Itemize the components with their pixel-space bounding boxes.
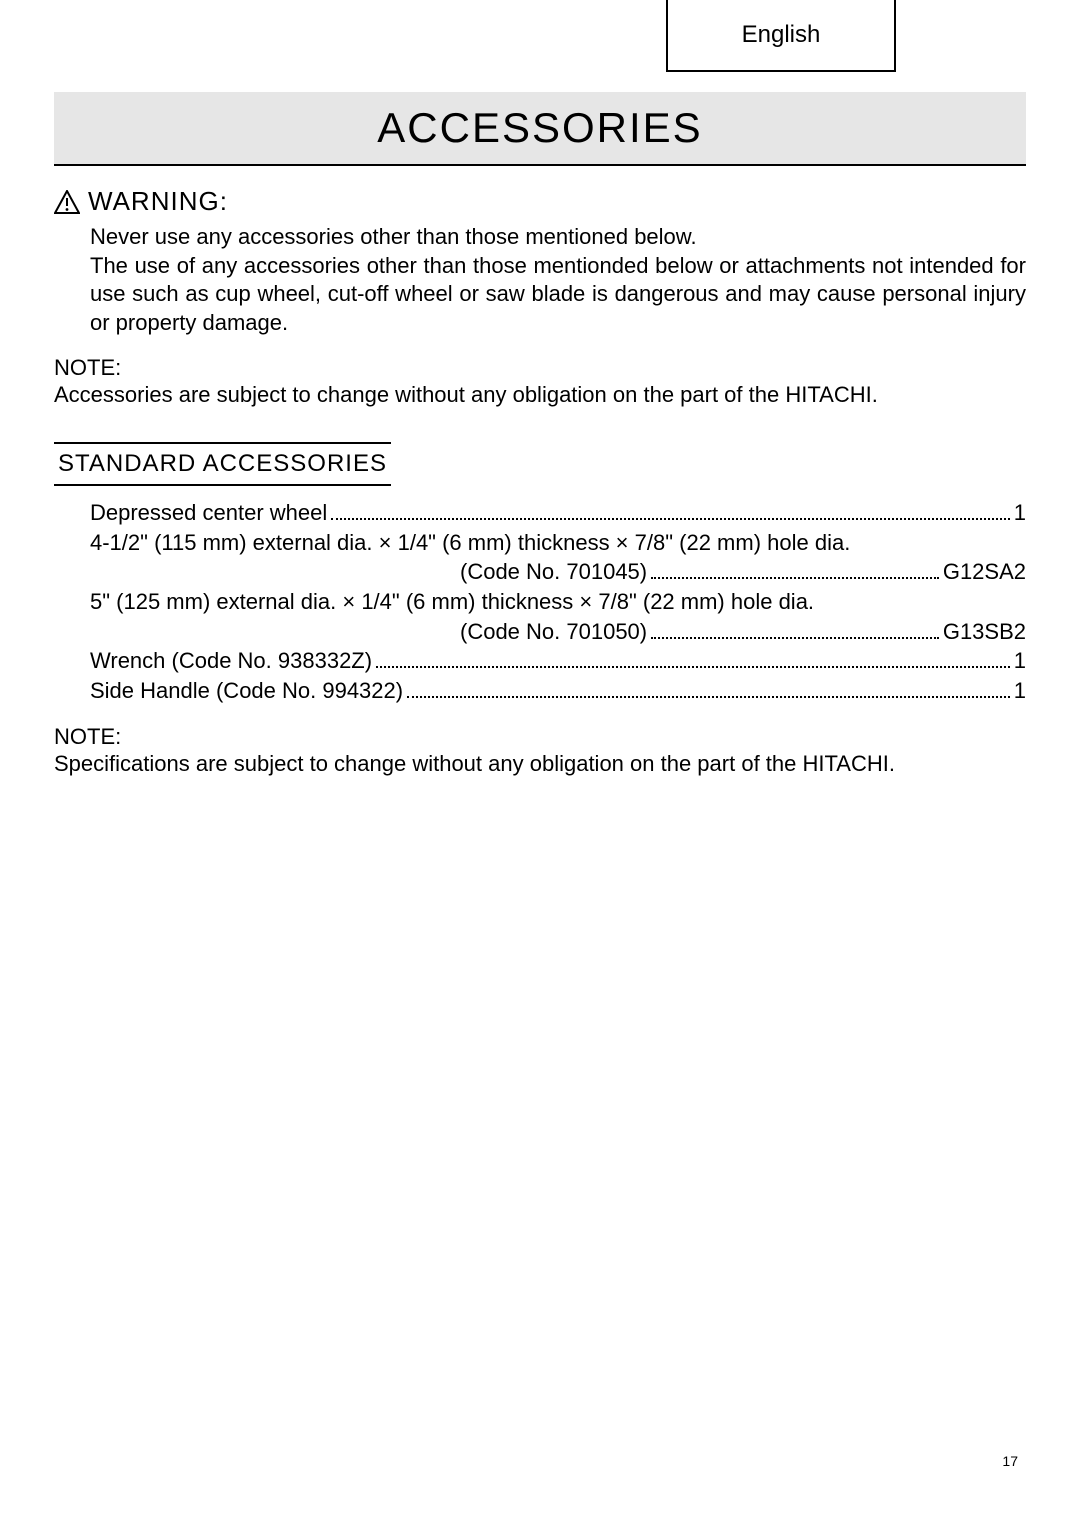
leader-dots [331, 498, 1010, 520]
model-code: G12SA2 [943, 557, 1026, 587]
item-qty: 1 [1014, 498, 1026, 528]
item-qty: 1 [1014, 646, 1026, 676]
item-label: Wrench (Code No. 938332Z) [90, 646, 372, 676]
warning-body: Never use any accessories other than tho… [90, 223, 1026, 337]
list-item: Side Handle (Code No. 994322) 1 [90, 676, 1026, 706]
warning-icon [54, 190, 80, 214]
list-item: Wrench (Code No. 938332Z) 1 [90, 646, 1026, 676]
item-label: Side Handle (Code No. 994322) [90, 676, 403, 706]
spec-line: 4-1/2" (115 mm) external dia. × 1/4" (6 … [90, 528, 1026, 558]
code-label: (Code No. 701050) [460, 617, 647, 647]
note1-label: NOTE: [54, 355, 1026, 381]
section-heading: STANDARD ACCESSORIES [54, 442, 391, 486]
language-label: English [742, 21, 821, 49]
model-code: G13SB2 [943, 617, 1026, 647]
warning-line1: Never use any accessories other than tho… [90, 223, 1026, 252]
code-label: (Code No. 701045) [460, 557, 647, 587]
leader-dots [651, 558, 939, 580]
page-title: ACCESSORIES [377, 104, 702, 152]
note2-label: NOTE: [54, 724, 1026, 750]
accessory-list: Depressed center wheel 1 4-1/2" (115 mm)… [90, 498, 1026, 706]
page-number: 17 [1002, 1453, 1018, 1469]
language-box: English [666, 0, 896, 72]
leader-dots [376, 647, 1010, 669]
leader-dots [651, 617, 939, 639]
manual-page: English ACCESSORIES WARNING: Never use a… [0, 0, 1080, 1529]
note1-body: Accessories are subject to change withou… [54, 381, 1026, 410]
spec-line: 5" (125 mm) external dia. × 1/4" (6 mm) … [90, 587, 1026, 617]
page-title-band: ACCESSORIES [54, 92, 1026, 166]
leader-dots [407, 676, 1010, 698]
item-label: Depressed center wheel [90, 498, 327, 528]
note2-body: Specifications are subject to change wit… [54, 750, 1026, 779]
list-item: Depressed center wheel 1 [90, 498, 1026, 528]
list-item: (Code No. 701050) G13SB2 [90, 617, 1026, 647]
warning-line2: The use of any accessories other than th… [90, 252, 1026, 338]
list-item: (Code No. 701045) G12SA2 [90, 557, 1026, 587]
item-qty: 1 [1014, 676, 1026, 706]
warning-label: WARNING: [88, 186, 228, 217]
warning-heading-row: WARNING: [54, 186, 1026, 217]
